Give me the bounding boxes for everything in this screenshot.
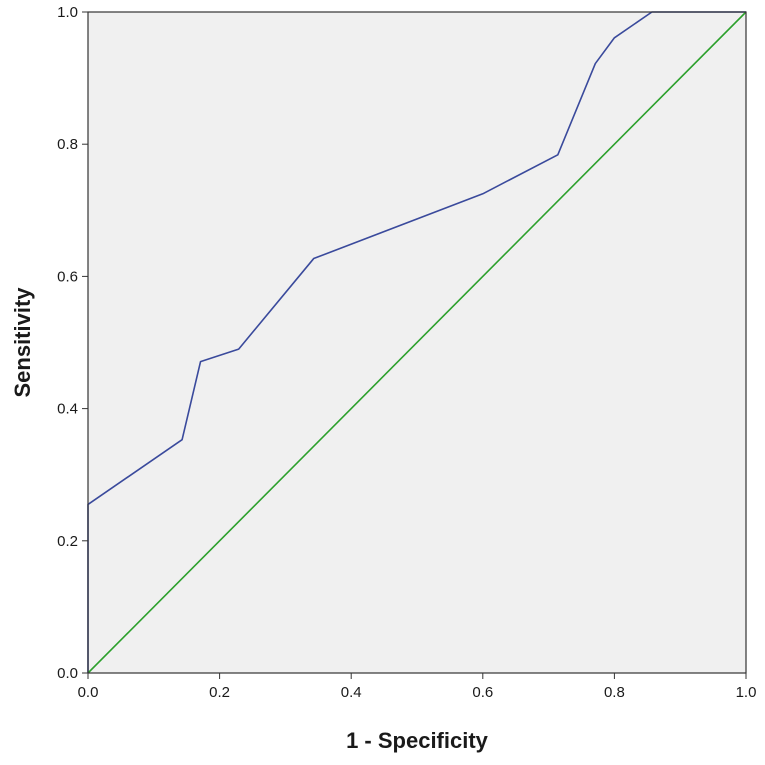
y-tick-label: 0.8 xyxy=(57,136,78,153)
x-tick-label: 0.6 xyxy=(472,684,493,701)
reference-diagonal-line xyxy=(87,11,747,674)
x-tick-label: 0.8 xyxy=(604,684,625,701)
y-tick-label: 0.6 xyxy=(57,268,78,285)
roc-curve-line xyxy=(87,11,746,673)
y-axis-title: Sensitivity xyxy=(10,287,35,398)
y-tick-label: 0.0 xyxy=(57,665,78,682)
plot-frame xyxy=(87,11,747,674)
y-tick-label: 0.2 xyxy=(57,533,78,550)
x-axis-title: 1 - Specificity xyxy=(346,728,489,753)
x-tick-label: 0.0 xyxy=(78,684,99,701)
y-axis: 0.0 0.2 0.4 0.6 0.8 1.0 xyxy=(57,4,88,682)
x-tick-label: 0.4 xyxy=(341,684,362,701)
x-tick-label: 0.2 xyxy=(209,684,230,701)
y-tick-label: 1.0 xyxy=(57,4,78,21)
series-layer xyxy=(87,11,747,674)
x-tick-label: 1.0 xyxy=(736,684,757,701)
y-tick-label: 0.4 xyxy=(57,401,78,418)
x-axis: 0.0 0.2 0.4 0.6 0.8 1.0 xyxy=(78,673,757,701)
